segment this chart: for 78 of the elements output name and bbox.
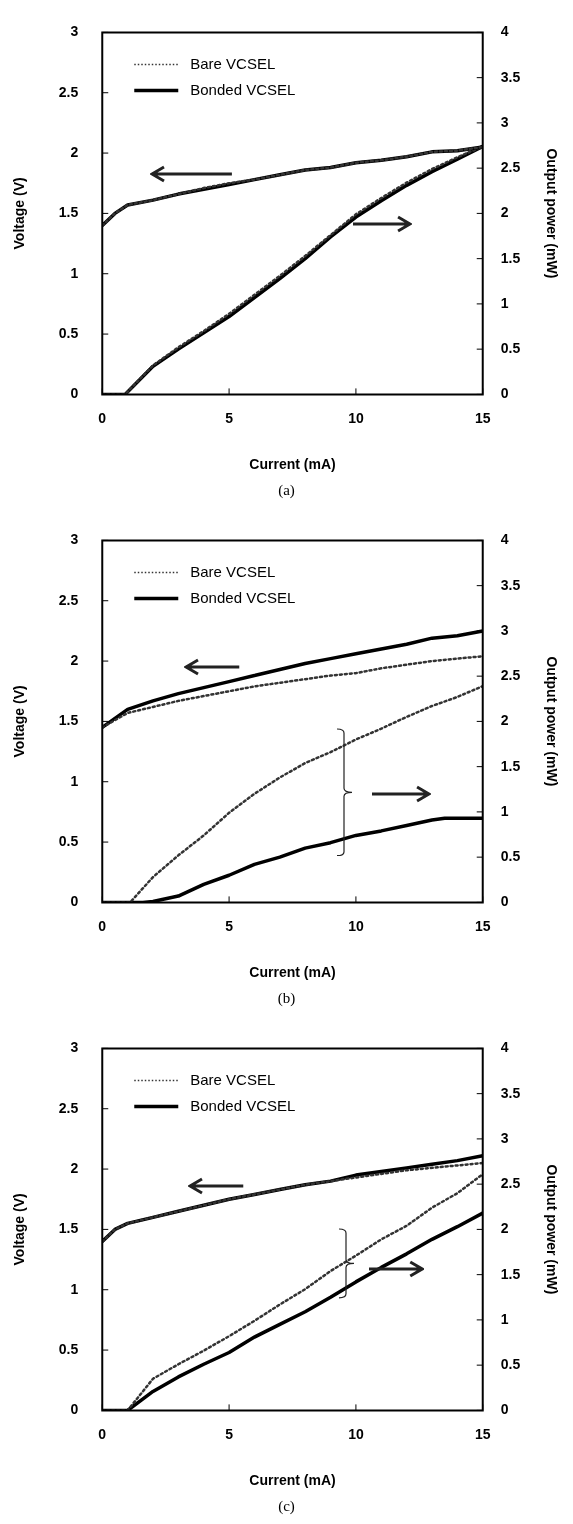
x-tick-label: 10 [348,917,364,934]
y-tick-label: 0.5 [58,324,79,341]
y-tick-label: 1.5 [58,204,79,221]
legend-label: Bare VCSEL [190,1070,276,1088]
y2-tick-label: 3.5 [500,576,521,593]
y2-tick-label: 3 [500,1129,509,1146]
y2-tick-label: 1.5 [500,757,521,774]
y-tick-label: 0 [70,893,79,910]
y2-tick-label: 1 [500,1310,509,1327]
y2-tick-label: 0 [500,893,509,910]
y2-tick-label: 0.5 [500,1356,521,1373]
legend-label: Bonded VCSEL [190,1096,296,1114]
y2-tick-label: 2 [500,204,509,221]
y2-tick-label: 2.5 [500,667,521,684]
x-tick-label: 5 [225,1425,234,1442]
y2-tick-label: 4 [500,531,509,548]
y2-tick-label: 1.5 [500,249,521,266]
x-tick-label: 15 [474,1425,491,1442]
x-tick-label: 5 [225,917,234,934]
y2-tick-label: 4 [500,23,509,40]
y2-tick-label: 4 [500,1039,509,1056]
y-tick-label: 2.5 [58,83,79,100]
y-tick-label: 2 [70,143,79,160]
text: (b) [277,989,296,1007]
y-tick-label: 3 [70,531,79,548]
x-tick-label: 10 [348,1425,364,1442]
y-tick-label: 0 [70,1401,79,1418]
y-tick-label: 2 [70,651,79,668]
y2-tick-label: 2 [500,712,509,729]
x-tick-label: 15 [474,409,491,426]
y-axis-title: Voltage (V) [11,177,28,250]
y2-tick-label: 0.5 [500,848,521,865]
y-axis-title: Voltage (V) [11,685,28,758]
x-tick-label: 5 [225,409,234,426]
y2-tick-label: 2 [500,1220,509,1237]
x-axis-title: Current (mA) [249,964,336,981]
text: (c) [278,1497,295,1515]
x-tick-label: 0 [98,1425,107,1442]
y-tick-label: 1.5 [58,712,79,729]
y-axis-title: Voltage (V) [11,1193,28,1266]
y2-tick-label: 0.5 [500,340,521,357]
y2-tick-label: 0 [500,1401,509,1418]
legend-label: Bare VCSEL [190,54,276,72]
y2-tick-label: 3.5 [500,1084,521,1101]
y2-tick-label: 0 [500,385,509,402]
legend-label: Bare VCSEL [190,562,276,580]
y-tick-label: 1 [70,772,79,789]
x-axis-title: Current (mA) [249,456,336,473]
x-tick-label: 0 [98,917,107,934]
x-tick-label: 10 [348,409,364,426]
y2-tick-label: 2.5 [500,1175,521,1192]
text: (a) [278,481,295,499]
y-tick-label: 2 [70,1159,79,1176]
y-tick-label: 1 [70,1280,79,1297]
y-tick-label: 1.5 [58,1220,79,1237]
y-tick-label: 0.5 [58,832,79,849]
y2-axis-title: Output power (mW) [543,656,560,787]
y2-tick-label: 3.5 [500,68,521,85]
x-axis-title: Current (mA) [249,1472,336,1489]
y-tick-label: 0 [70,385,79,402]
y-tick-label: 0.5 [58,1340,79,1357]
y2-axis-title: Output power (mW) [543,1164,560,1295]
y-tick-label: 3 [70,23,79,40]
y2-tick-label: 2.5 [500,159,521,176]
y-tick-label: 1 [70,264,79,281]
x-tick-label: 15 [474,917,491,934]
legend-label: Bonded VCSEL [190,80,296,98]
legend-label: Bonded VCSEL [190,588,296,606]
y2-tick-label: 1 [500,294,509,311]
y2-axis-title: Output power (mW) [543,148,560,279]
y-tick-label: 2.5 [58,1099,79,1116]
y2-tick-label: 1 [500,802,509,819]
y-tick-label: 3 [70,1039,79,1056]
x-tick-label: 0 [98,409,107,426]
y2-tick-label: 3 [500,621,509,638]
y-tick-label: 2.5 [58,591,79,608]
y2-tick-label: 1.5 [500,1265,521,1282]
y2-tick-label: 3 [500,113,509,130]
